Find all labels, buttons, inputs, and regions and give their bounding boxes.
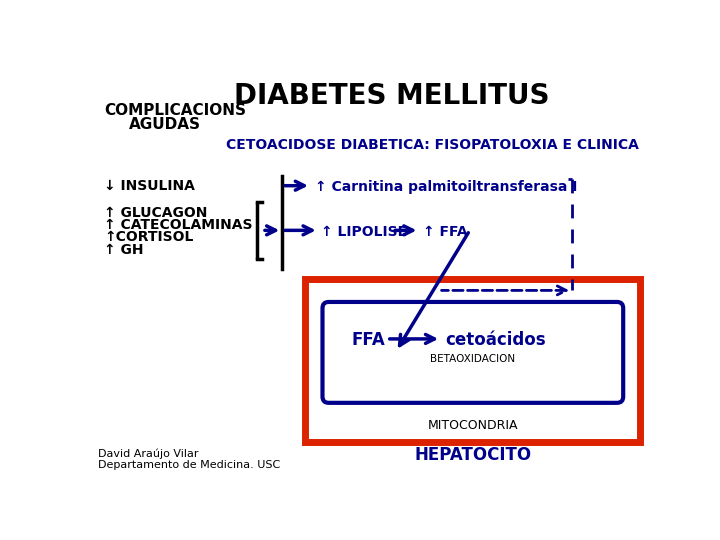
Text: ↑ FFA: ↑ FFA [423,225,468,239]
Text: ↑ CATECOLAMINAS: ↑ CATECOLAMINAS [104,218,253,232]
Text: Departamento de Medicina. USC: Departamento de Medicina. USC [98,460,280,470]
Text: ↑ GH: ↑ GH [104,242,143,256]
Text: HEPATOCITO: HEPATOCITO [414,446,531,464]
Text: COMPLICACIONS: COMPLICACIONS [104,103,246,118]
Text: AGUDAS: AGUDAS [129,117,201,132]
Text: ↑ LIPOLISE: ↑ LIPOLISE [321,225,407,239]
Text: cetoácidos: cetoácidos [445,331,546,349]
Text: ↑ Carnitina palmitoiltransferasa I: ↑ Carnitina palmitoiltransferasa I [315,180,577,194]
Text: David Araújo Vilar: David Araújo Vilar [98,448,198,459]
Text: FFA: FFA [352,331,386,349]
Text: BETAOXIDACION: BETAOXIDACION [431,354,516,364]
Text: CETOACIDOSE DIABETICA: FISOPATOLOXIA E CLINICA: CETOACIDOSE DIABETICA: FISOPATOLOXIA E C… [225,138,639,152]
Text: MITOCONDRIA: MITOCONDRIA [428,419,518,432]
Text: ↑CORTISOL: ↑CORTISOL [104,231,194,244]
Text: DIABETES MELLITUS: DIABETES MELLITUS [235,82,550,110]
Bar [305,279,640,442]
Text: ↓ INSULINA: ↓ INSULINA [104,179,195,193]
Text: ↑ GLUCAGON: ↑ GLUCAGON [104,206,207,220]
